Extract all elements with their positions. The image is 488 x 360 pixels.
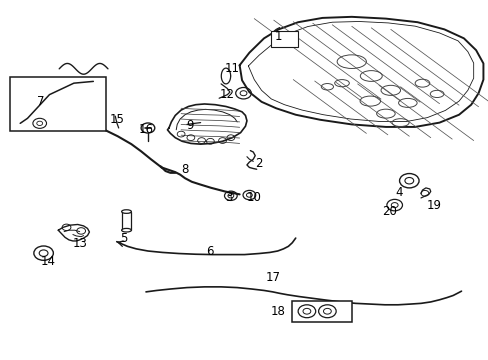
Text: 16: 16 [138,122,153,136]
Text: 2: 2 [255,157,263,170]
Text: 12: 12 [219,88,234,101]
Bar [10,77,105,131]
Text: 8: 8 [181,163,188,176]
Text: 7: 7 [37,95,44,108]
Text: 18: 18 [270,306,285,319]
Text: 6: 6 [205,245,213,258]
Text: 15: 15 [109,113,124,126]
Text: 1: 1 [274,30,282,43]
Text: 5: 5 [120,231,127,244]
Text: 14: 14 [41,255,56,268]
Text: 10: 10 [246,191,261,204]
Text: 3: 3 [225,191,232,204]
Bar [292,301,351,321]
Text: 19: 19 [426,199,440,212]
Text: 17: 17 [264,271,280,284]
Text: 11: 11 [224,62,239,75]
Ellipse shape [122,210,131,213]
Text: 9: 9 [186,119,193,132]
Text: 4: 4 [395,186,403,199]
Bar [122,212,131,230]
Ellipse shape [122,228,131,232]
Text: 13: 13 [72,237,87,250]
Bar [271,31,298,47]
Text: 20: 20 [382,205,396,218]
